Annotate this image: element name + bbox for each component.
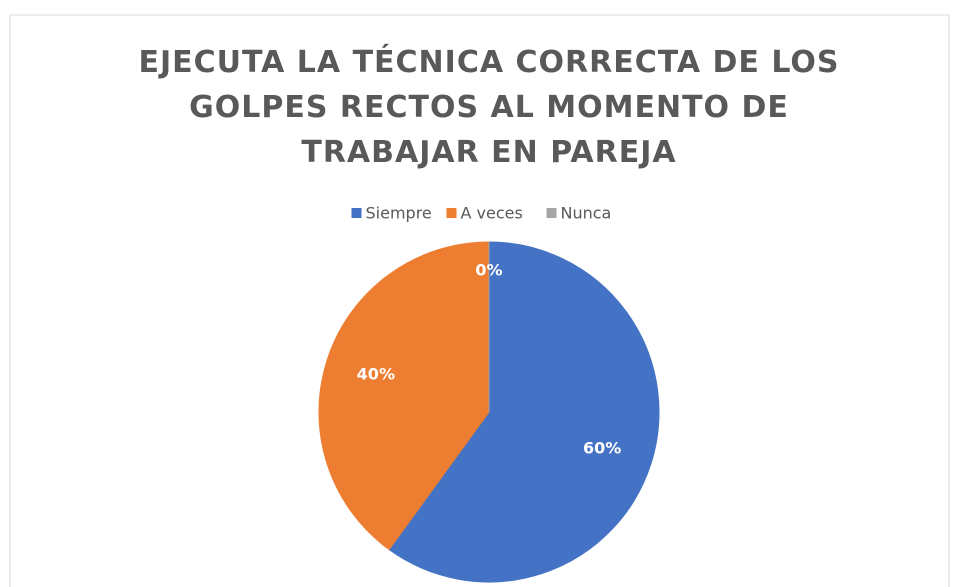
chart-frame bbox=[9, 14, 950, 587]
pie-slice bbox=[388, 241, 660, 583]
data-label: 40% bbox=[357, 365, 395, 384]
legend-swatch bbox=[446, 208, 457, 218]
legend-label: Nunca bbox=[561, 204, 612, 223]
chart-title: EJECUTA LA TÉCNICA CORRECTA DE LOS GOLPE… bbox=[138, 45, 840, 170]
data-label: 0% bbox=[475, 260, 502, 279]
legend-swatch bbox=[546, 208, 557, 218]
legend-label: A veces bbox=[461, 204, 523, 223]
legend-swatch bbox=[351, 208, 362, 218]
data-label: 60% bbox=[583, 438, 621, 457]
pie-slice bbox=[318, 241, 490, 551]
legend-label: Siempre bbox=[366, 204, 432, 223]
